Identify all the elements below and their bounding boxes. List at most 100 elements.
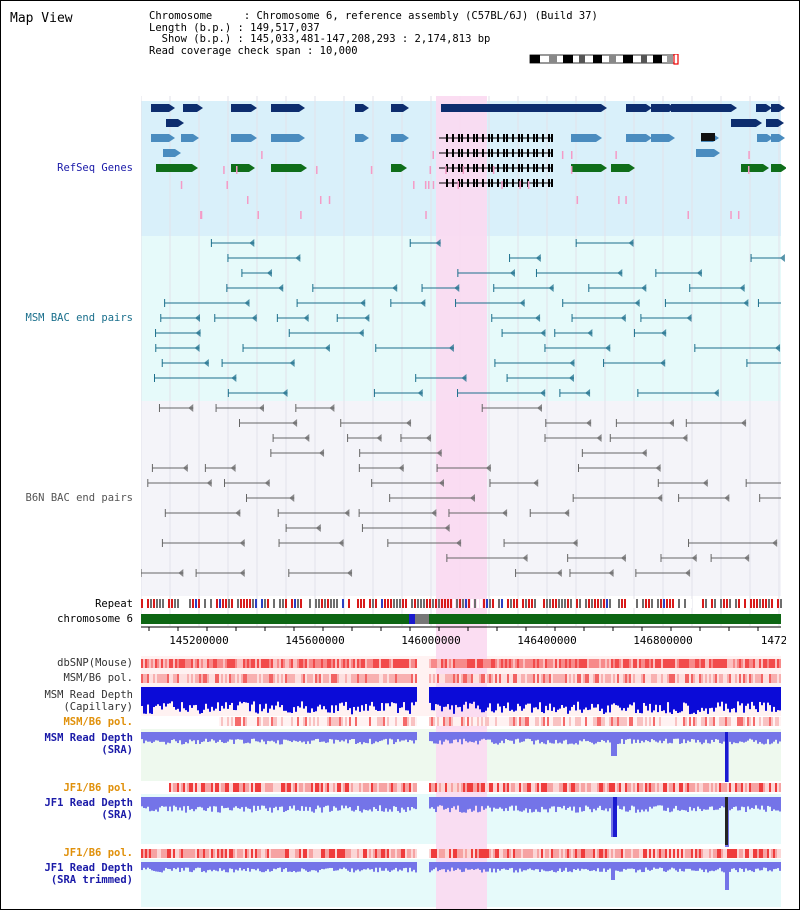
heat-cell xyxy=(255,849,257,858)
depth-bar xyxy=(527,732,529,739)
heat-cell xyxy=(505,659,507,668)
depth-bar xyxy=(691,862,693,871)
depth-bar xyxy=(335,687,337,706)
heat-cell xyxy=(535,674,537,683)
depth-bar xyxy=(223,862,225,870)
heat-cell xyxy=(701,849,703,858)
heat-cell xyxy=(613,674,615,683)
heat-cell xyxy=(225,849,227,858)
chromosome-ideogram[interactable] xyxy=(529,54,684,65)
variant-tick xyxy=(615,151,617,159)
heat-cell xyxy=(201,783,203,792)
heat-cell xyxy=(273,717,275,726)
heat-cell xyxy=(605,717,607,726)
depth-bar xyxy=(279,862,281,868)
gene-block xyxy=(757,134,767,142)
depth-bar xyxy=(297,862,299,872)
repeat-element xyxy=(504,599,506,608)
heat-cell xyxy=(439,783,441,792)
heat-cell xyxy=(221,717,223,726)
depth-bar xyxy=(327,797,329,806)
b6n-bac-track[interactable] xyxy=(141,404,786,577)
heat-cell xyxy=(619,674,621,683)
heat-cell xyxy=(499,783,501,792)
heat-cell xyxy=(237,659,239,668)
depth-bar xyxy=(447,687,449,705)
heat-cell xyxy=(749,849,751,858)
depth-bar xyxy=(311,687,313,709)
depth-bar xyxy=(747,732,749,741)
heat-cell xyxy=(739,674,741,683)
heat-cell xyxy=(255,717,257,726)
repeat-track[interactable] xyxy=(141,599,782,608)
heat-cell xyxy=(189,783,191,792)
heat-cell xyxy=(571,717,573,726)
repeat-element xyxy=(654,599,656,608)
depth-bar xyxy=(257,732,259,742)
heat-cell xyxy=(233,717,235,726)
heat-cell xyxy=(479,659,481,668)
variant-tick xyxy=(527,181,530,189)
heat-cell xyxy=(683,717,685,726)
heat-cell xyxy=(523,659,525,668)
heat-cell xyxy=(161,659,163,668)
depth-bar xyxy=(203,687,205,710)
heat-cell xyxy=(599,717,601,726)
depth-bar xyxy=(455,797,457,810)
depth-bar xyxy=(269,797,271,808)
genome-track-canvas[interactable]: 145200000 145600000 146000000 146400000 1468… xyxy=(141,96,786,909)
depth-bar xyxy=(253,687,255,702)
repeat-element xyxy=(237,599,239,608)
position-axis: 145200000 145600000 146000000 146400000 1468… xyxy=(141,626,786,647)
heat-cell xyxy=(581,717,583,726)
heat-cell xyxy=(761,717,763,726)
heat-cell xyxy=(557,783,559,792)
depth-bar xyxy=(631,687,633,706)
depth-bar xyxy=(687,687,689,706)
depth-bar xyxy=(571,732,573,744)
depth-bar xyxy=(743,862,745,872)
depth-bar xyxy=(455,732,457,740)
depth-bar xyxy=(449,687,451,710)
heat-cell xyxy=(519,659,521,668)
heat-cell xyxy=(503,659,505,668)
heat-cell xyxy=(545,674,547,683)
heat-cell xyxy=(621,674,623,683)
heat-cell xyxy=(551,659,553,668)
heat-cell xyxy=(315,674,317,683)
gene-block xyxy=(183,104,197,112)
depth-bar xyxy=(365,732,367,743)
heat-cell xyxy=(377,717,379,726)
depth-bar xyxy=(495,862,497,873)
heat-cell xyxy=(745,783,747,792)
heat-cell xyxy=(211,674,213,683)
heat-cell xyxy=(185,783,187,792)
refseq-track[interactable] xyxy=(151,104,786,219)
depth-bar xyxy=(467,687,469,709)
msm-bac-track[interactable] xyxy=(153,239,786,397)
depth-bar xyxy=(655,732,657,742)
depth-bar xyxy=(569,687,571,711)
heat-cell xyxy=(243,849,245,858)
repeat-element xyxy=(249,599,251,608)
depth-bar xyxy=(539,687,541,703)
heat-cell xyxy=(467,659,469,668)
depth-bar xyxy=(203,797,205,811)
depth-bar xyxy=(501,862,503,870)
b6n-bac-arrow xyxy=(344,509,350,517)
depth-bar xyxy=(337,732,339,741)
chromosome-bar[interactable] xyxy=(141,614,781,624)
depth-bar xyxy=(763,687,765,703)
heat-cell xyxy=(331,674,333,683)
heat-cell xyxy=(275,849,277,858)
exon xyxy=(491,134,493,142)
depth-bar xyxy=(711,732,713,740)
read-depth-tracks[interactable] xyxy=(141,687,781,890)
heat-cell xyxy=(431,659,433,668)
heat-cell xyxy=(239,717,241,726)
depth-bar xyxy=(777,797,779,811)
snp-heat-tracks[interactable] xyxy=(141,659,781,858)
heat-cell xyxy=(191,674,193,683)
heat-cell xyxy=(219,849,221,858)
depth-bar xyxy=(575,862,577,870)
